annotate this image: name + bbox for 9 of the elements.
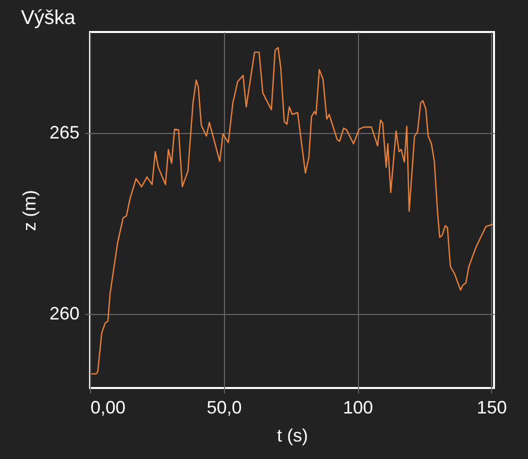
x-tick-label: 100 (343, 398, 374, 418)
y-tick-label: 260 (49, 303, 80, 324)
y-tick-label: 265 (49, 122, 80, 143)
x-axis-title: t (s) (277, 426, 308, 446)
chart-title: Výška (20, 7, 76, 29)
x-tick-label: 50,0 (206, 398, 242, 418)
x-tick-label: 150 (476, 398, 507, 418)
y-axis-title: z (m) (19, 190, 40, 231)
x-tick-label: 0,00 (90, 398, 126, 418)
